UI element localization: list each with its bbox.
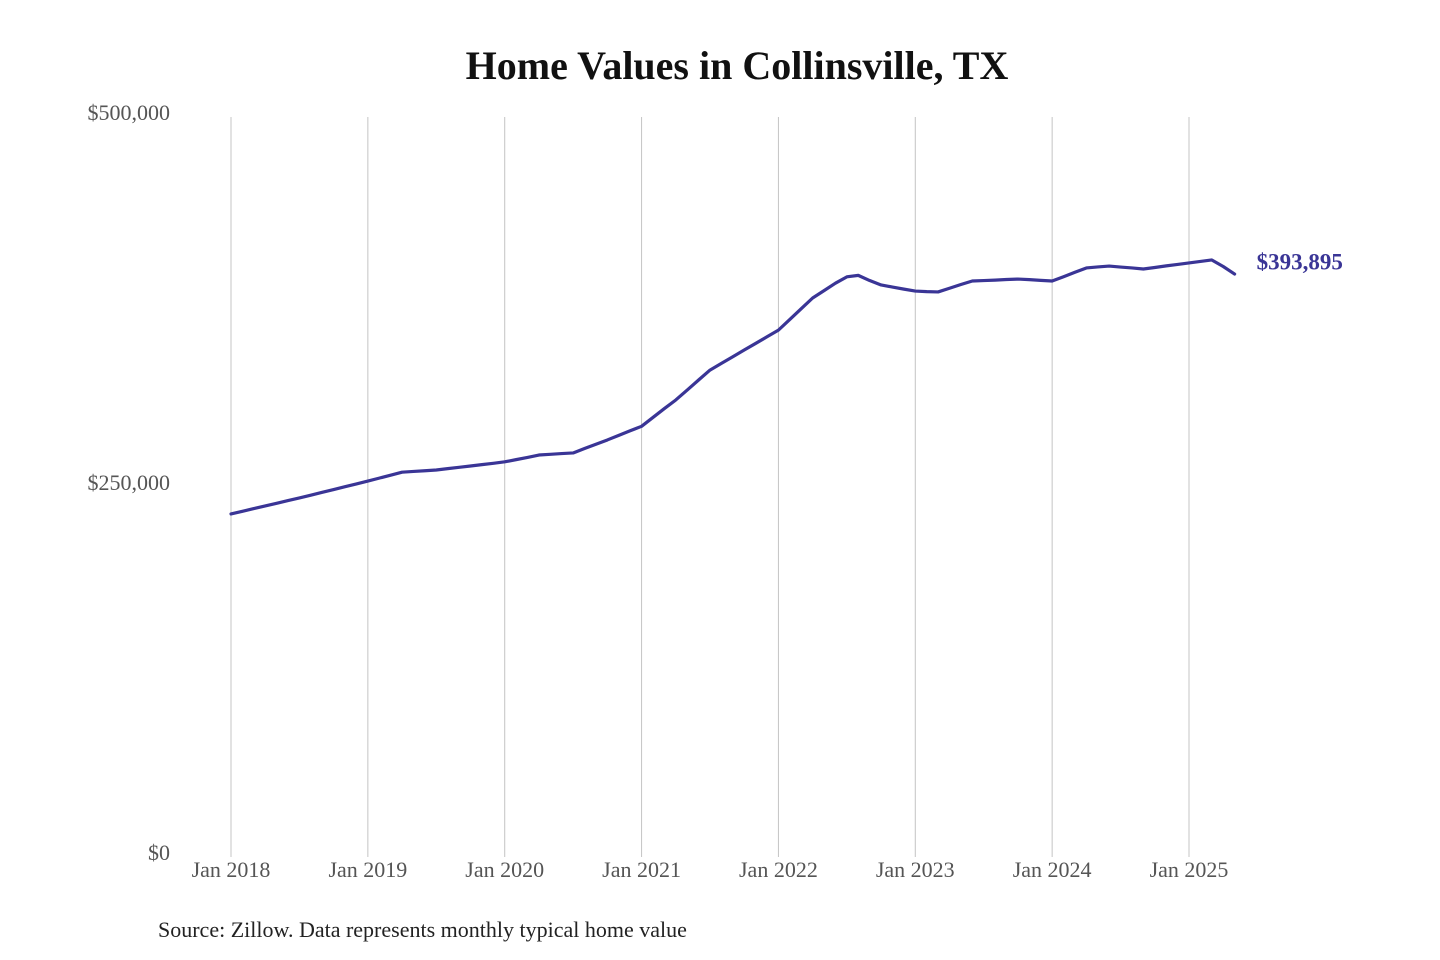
chart-title: Home Values in Collinsville, TX bbox=[466, 43, 1009, 88]
x-tick-label: Jan 2021 bbox=[602, 857, 681, 882]
x-tick-label: Jan 2025 bbox=[1150, 857, 1229, 882]
x-tick-label: Jan 2022 bbox=[739, 857, 818, 882]
y-tick-label: $500,000 bbox=[88, 100, 171, 125]
x-tick-label: Jan 2020 bbox=[465, 857, 544, 882]
data-label: $393,895 bbox=[1257, 249, 1343, 274]
y-tick-label: $250,000 bbox=[88, 470, 171, 495]
y-tick-label: $0 bbox=[148, 840, 170, 865]
x-tick-label: Jan 2018 bbox=[192, 857, 271, 882]
data-line bbox=[229, 258, 1237, 516]
x-tick-label: Jan 2023 bbox=[876, 857, 955, 882]
x-tick-label: Jan 2024 bbox=[1013, 857, 1092, 882]
source-note: Source: Zillow. Data represents monthly … bbox=[158, 917, 687, 942]
x-tick-label: Jan 2019 bbox=[328, 857, 407, 882]
